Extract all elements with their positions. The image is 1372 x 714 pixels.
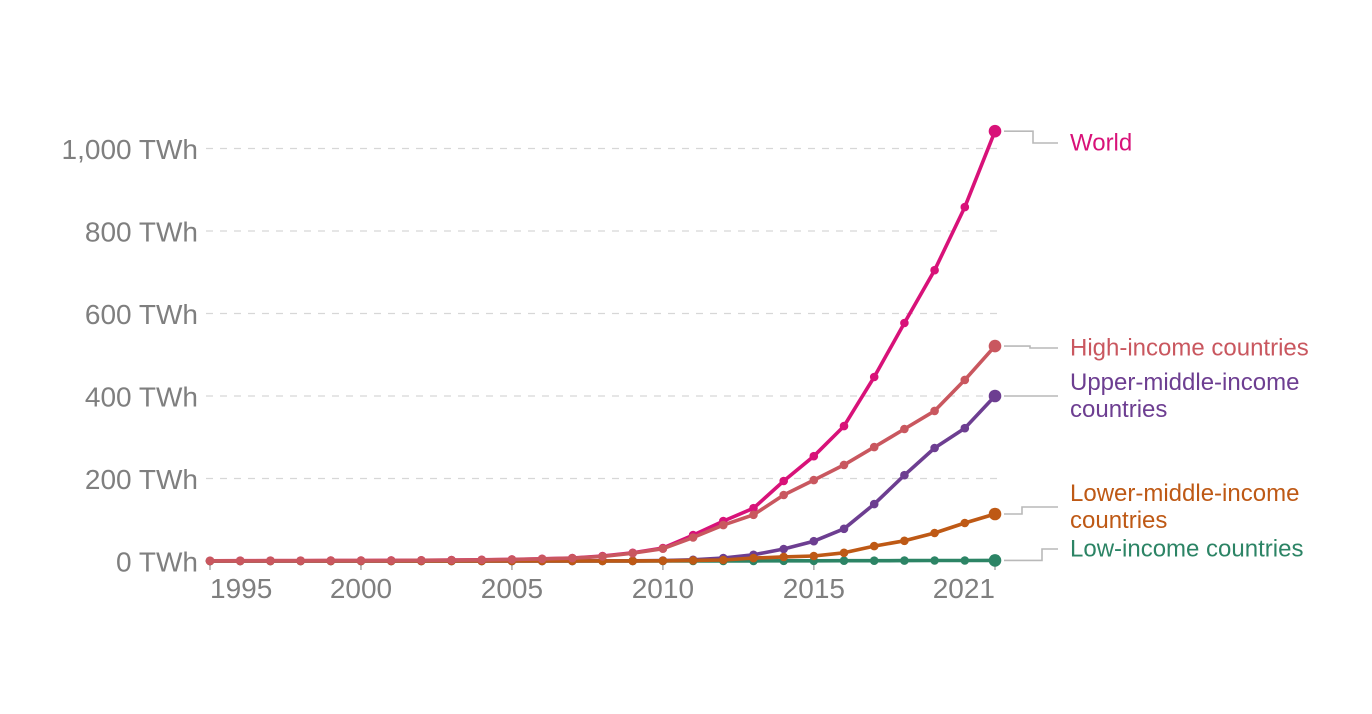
data-point-high-income-countries-2010: [658, 544, 668, 553]
data-point-lower-middle-income-countries-2017: [869, 541, 879, 551]
data-point-high-income-countries-2016: [839, 460, 849, 470]
data-point-low-income-countries-2019: [930, 556, 939, 565]
data-point-high-income-countries-2004: [477, 555, 487, 565]
data-point-low-income-countries-2017: [869, 556, 879, 565]
data-point-lower-middle-income-countries-2020: [960, 518, 970, 528]
data-point-world-2013: [749, 503, 758, 513]
x-tick-label-1995: 1995: [210, 573, 272, 604]
data-point-high-income-countries-2001: [386, 556, 396, 565]
data-point-high-income-countries-2014: [779, 490, 788, 500]
series-label-world[interactable]: World: [1070, 130, 1132, 157]
data-point-upper-middle-income-countries-2017: [869, 499, 879, 509]
data-point-high-income-countries-2017: [869, 442, 879, 452]
data-point-low-income-countries-2016: [839, 556, 849, 565]
data-point-lower-middle-income-countries-2009: [628, 556, 637, 566]
data-point-world-2019: [930, 265, 939, 275]
data-point-lower-middle-income-countries-2019: [930, 528, 939, 538]
data-point-lower-middle-income-countries-2015: [809, 551, 819, 561]
y-tick-label-200: 200 TWh: [85, 464, 198, 495]
data-point-upper-middle-income-countries-2020: [960, 423, 970, 433]
series-layer: [205, 124, 1002, 567]
data-point-high-income-countries-1997: [266, 556, 275, 565]
data-point-high-income-countries-2007: [568, 553, 577, 563]
data-point-lower-middle-income-countries-2010: [658, 556, 668, 566]
data-point-upper-middle-income-countries-2014: [779, 544, 788, 554]
y-tick-label-1000: 1,000 TWh: [62, 134, 198, 165]
data-point-high-income-countries-2015: [809, 475, 819, 485]
legend-layer: World High-income countries Upper-middle-i…: [1004, 130, 1309, 563]
label-connector-low-income-countries: [1004, 548, 1058, 562]
data-point-world-2018: [900, 318, 909, 328]
series-label-high-income-countries[interactable]: High-income countries: [1070, 335, 1309, 362]
data-point-upper-middle-income-countries-2015: [809, 536, 819, 546]
series-label-lower-middle-income-countries-line-2[interactable]: countries: [1070, 507, 1167, 534]
data-point-high-income-countries-1998: [296, 556, 305, 565]
series-line-world: [208, 129, 997, 563]
x-axis: 1995 2000 2005 2010 2015 2021: [209, 562, 996, 604]
data-point-high-income-countries-2003: [447, 555, 456, 565]
data-point-upper-middle-income-countries-2016: [839, 524, 849, 534]
data-point-high-income-countries-2002: [417, 556, 426, 565]
x-tick-label-2021: 2021: [933, 573, 995, 604]
data-point-lower-middle-income-countries-2013: [749, 553, 758, 563]
y-tick-label-800: 800 TWh: [85, 217, 198, 248]
data-point-high-income-countries-2012: [719, 520, 728, 530]
data-point-low-income-countries-2018: [900, 556, 909, 565]
end-point-upper-middle-income-countries-2021: [988, 389, 1002, 403]
data-point-high-income-countries-1999: [326, 556, 336, 565]
data-point-high-income-countries-2005: [507, 555, 517, 564]
y-tick-label-0: 0 TWh: [116, 547, 198, 578]
x-tick-label-2010: 2010: [632, 573, 694, 604]
label-connector-high-income-countries: [1004, 345, 1058, 349]
end-point-high-income-countries-2021: [988, 339, 1002, 353]
y-tick-label-400: 400 TWh: [85, 382, 198, 413]
data-point-high-income-countries-2013: [749, 510, 758, 520]
data-point-high-income-countries-2011: [688, 533, 698, 542]
end-point-world-2021: [988, 124, 1002, 138]
data-point-world-2020: [960, 202, 970, 212]
series-label-lower-middle-income-countries-line-1[interactable]: Lower-middle-income: [1070, 480, 1299, 507]
x-tick-label-2000: 2000: [330, 573, 392, 604]
x-tick-label-2015: 2015: [783, 573, 845, 604]
y-tick-label-600: 600 TWh: [85, 299, 198, 330]
series-upper-middle-income-countries: [205, 389, 1002, 566]
data-point-lower-middle-income-countries-2018: [900, 536, 909, 546]
data-point-world-2016: [839, 421, 849, 431]
data-point-high-income-countries-1996: [235, 556, 245, 566]
data-point-upper-middle-income-countries-2018: [900, 470, 909, 480]
data-point-high-income-countries-2000: [356, 556, 366, 565]
data-point-high-income-countries-2006: [537, 554, 547, 564]
data-point-world-2017: [869, 372, 879, 382]
data-point-high-income-countries-1995: [205, 556, 215, 566]
data-point-high-income-countries-2019: [930, 406, 939, 416]
data-point-low-income-countries-2020: [960, 556, 970, 565]
series-label-upper-middle-income-countries-line-1[interactable]: Upper-middle-income: [1070, 369, 1299, 396]
x-tick-label-2005: 2005: [481, 573, 543, 604]
data-point-lower-middle-income-countries-2011: [688, 556, 698, 565]
end-point-low-income-countries-2021: [988, 554, 1002, 567]
data-point-high-income-countries-2008: [598, 552, 607, 561]
y-axis: 0 TWh 200 TWh 400 TWh 600 TWh 800 TWh 1,000 T…: [62, 134, 198, 578]
label-connector-lower-middle-income-countries: [1004, 506, 1058, 515]
data-point-upper-middle-income-countries-2019: [930, 443, 939, 453]
data-point-high-income-countries-2009: [628, 548, 637, 558]
data-point-lower-middle-income-countries-2014: [779, 552, 788, 562]
series-label-upper-middle-income-countries-line-2[interactable]: countries: [1070, 396, 1167, 423]
end-point-lower-middle-income-countries-2021: [988, 507, 1002, 521]
data-point-lower-middle-income-countries-2016: [839, 548, 849, 558]
data-point-world-2015: [809, 451, 819, 461]
data-point-high-income-countries-2020: [960, 375, 970, 385]
label-connector-world: [1004, 130, 1058, 144]
series-high-income-countries: [205, 339, 1002, 566]
data-point-world-2014: [779, 476, 788, 486]
data-point-high-income-countries-2018: [900, 424, 909, 434]
series-label-low-income-countries[interactable]: Low-income countries: [1070, 536, 1303, 563]
data-point-lower-middle-income-countries-2012: [719, 555, 728, 565]
